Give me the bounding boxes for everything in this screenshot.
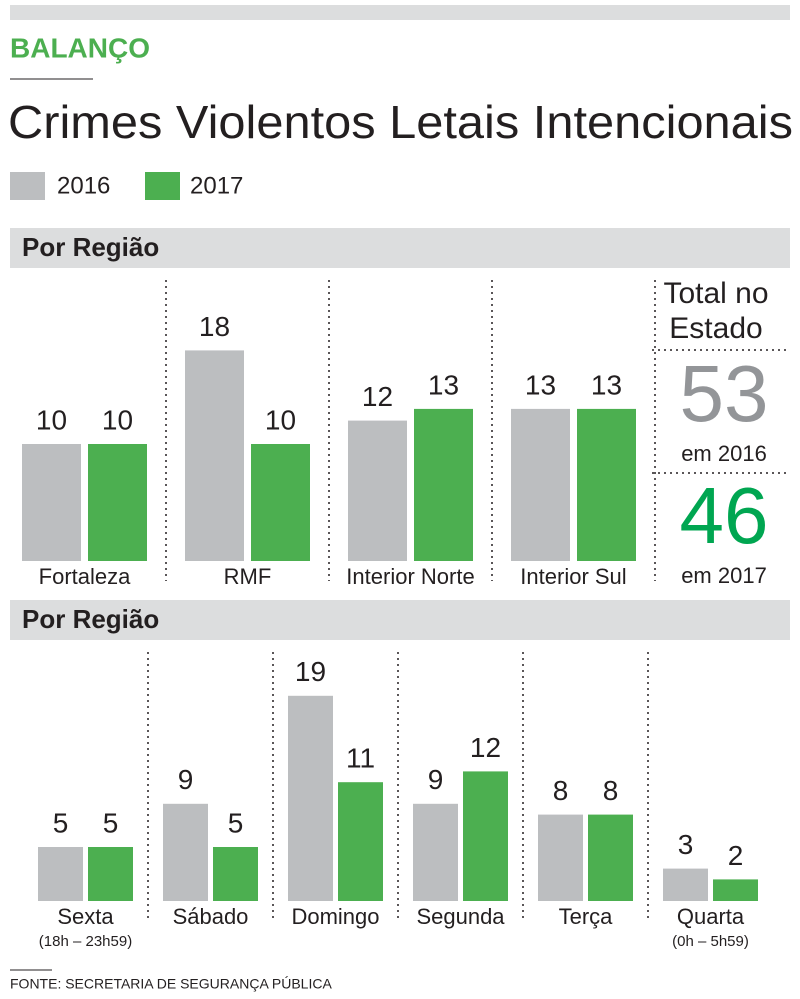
category-label: Segunda [416, 904, 505, 929]
value-label: 13 [591, 369, 622, 400]
total-value: 46 [680, 471, 769, 560]
bar [185, 350, 244, 561]
total-label: em 2016 [681, 441, 767, 466]
bar [713, 879, 758, 901]
bar [663, 868, 708, 901]
section-bar [10, 600, 790, 640]
category-label: Sexta [57, 904, 114, 929]
bar [348, 420, 407, 561]
value-label: 9 [428, 764, 444, 795]
total-value: 53 [680, 349, 769, 438]
section-title: Por Região [22, 604, 159, 634]
value-label: 13 [525, 369, 556, 400]
bar [213, 847, 258, 901]
value-label: 8 [553, 775, 569, 806]
legend-label: 2017 [190, 172, 243, 199]
value-label: 12 [362, 381, 393, 412]
totals-title: Total no [663, 277, 768, 310]
category-label: Quarta [677, 904, 745, 929]
bar [338, 782, 383, 901]
value-label: 13 [428, 369, 459, 400]
bar [88, 847, 133, 901]
legend-swatch [10, 172, 45, 200]
category-sublabel: (18h – 23h59) [39, 933, 132, 950]
section-title: Por Região [22, 232, 159, 262]
bar [588, 814, 633, 901]
totals-title: Estado [669, 312, 762, 345]
bar [577, 408, 636, 561]
legend-swatch [145, 172, 180, 200]
bar [251, 444, 310, 561]
value-label: 5 [103, 807, 119, 838]
value-label: 9 [178, 764, 194, 795]
category-label: RMF [224, 564, 272, 589]
bar [538, 814, 583, 901]
value-label: 18 [199, 311, 230, 342]
category-label: Sábado [173, 904, 249, 929]
category-label: Terça [559, 904, 614, 929]
bar [38, 847, 83, 901]
value-label: 12 [470, 732, 501, 763]
category-label: Interior Norte [346, 564, 474, 589]
bar [22, 444, 81, 561]
value-label: 5 [53, 807, 69, 838]
bar [463, 771, 508, 901]
value-label: 19 [295, 656, 326, 687]
value-label: 5 [228, 807, 244, 838]
bar [511, 408, 570, 561]
kicker: BALANÇO [10, 32, 150, 63]
bar [163, 803, 208, 901]
value-label: 10 [265, 404, 296, 435]
total-label: em 2017 [681, 563, 767, 588]
source: FONTE: SECRETARIA DE SEGURANÇA PÚBLICA [10, 976, 332, 992]
legend-label: 2016 [57, 172, 110, 199]
value-label: 3 [678, 829, 694, 860]
value-label: 10 [102, 404, 133, 435]
top-bar [10, 5, 790, 20]
value-label: 11 [346, 743, 375, 774]
value-label: 10 [36, 404, 67, 435]
category-label: Domingo [291, 904, 379, 929]
bar [414, 408, 473, 561]
section-bar [10, 228, 790, 268]
value-label: 8 [603, 775, 619, 806]
value-label: 2 [728, 840, 744, 871]
category-label: Interior Sul [520, 564, 626, 589]
bar [88, 444, 147, 561]
bar [413, 803, 458, 901]
category-sublabel: (0h – 5h59) [672, 933, 749, 950]
title: Crimes Violentos Letais Intencionais [8, 96, 793, 148]
bar [288, 695, 333, 901]
category-label: Fortaleza [39, 564, 131, 589]
